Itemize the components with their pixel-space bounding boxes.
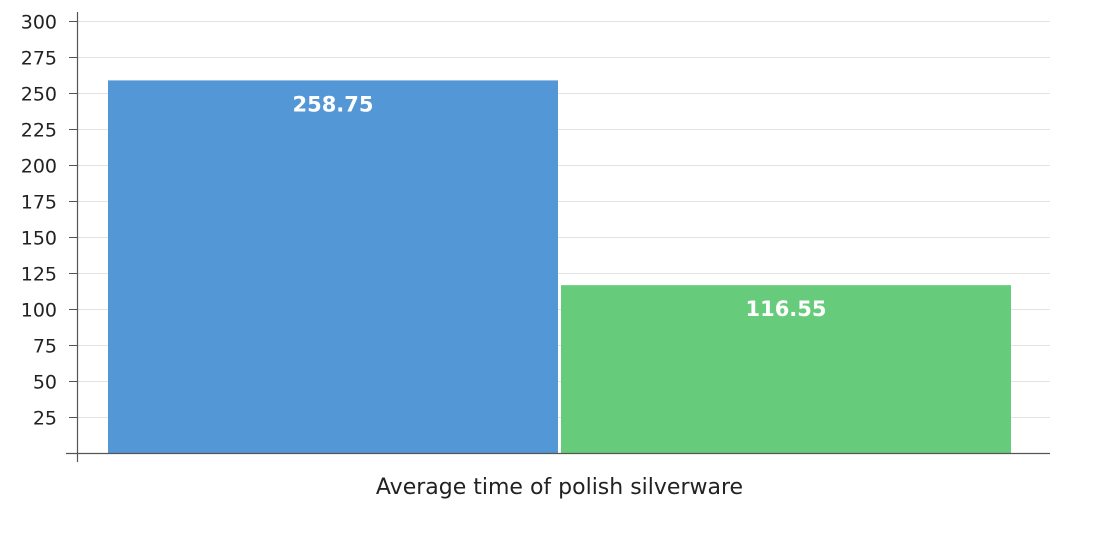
- y-tick-label-125: 125: [21, 264, 57, 286]
- y-tick-label-200: 200: [21, 156, 57, 178]
- bar-1: [108, 80, 558, 454]
- y-tick-labels: 25 50 75 100 125 150 175 200 225 250 275 300: [21, 12, 57, 430]
- x-category-label: Average time of polish silverware: [376, 475, 743, 500]
- y-tick-label-25: 25: [33, 408, 57, 430]
- category-labels: Average time of polish silverware: [376, 475, 743, 500]
- y-tick-label-300: 300: [21, 12, 57, 34]
- bars: [108, 80, 1011, 454]
- y-tick-label-75: 75: [33, 336, 57, 358]
- data-label-1: 258.75: [292, 92, 373, 116]
- y-tick-label-250: 250: [21, 84, 57, 106]
- y-tick-label-225: 225: [21, 120, 57, 142]
- y-tick-label-150: 150: [21, 228, 57, 250]
- data-labels: 258.75 116.55: [292, 92, 826, 321]
- y-tick-label-275: 275: [21, 48, 57, 70]
- axes: [66, 12, 1050, 462]
- data-label-2: 116.55: [745, 297, 826, 321]
- y-tick-label-100: 100: [21, 300, 57, 322]
- y-tick-label-175: 175: [21, 192, 57, 214]
- y-tick-label-50: 50: [33, 372, 57, 394]
- bar-2: [561, 285, 1011, 453]
